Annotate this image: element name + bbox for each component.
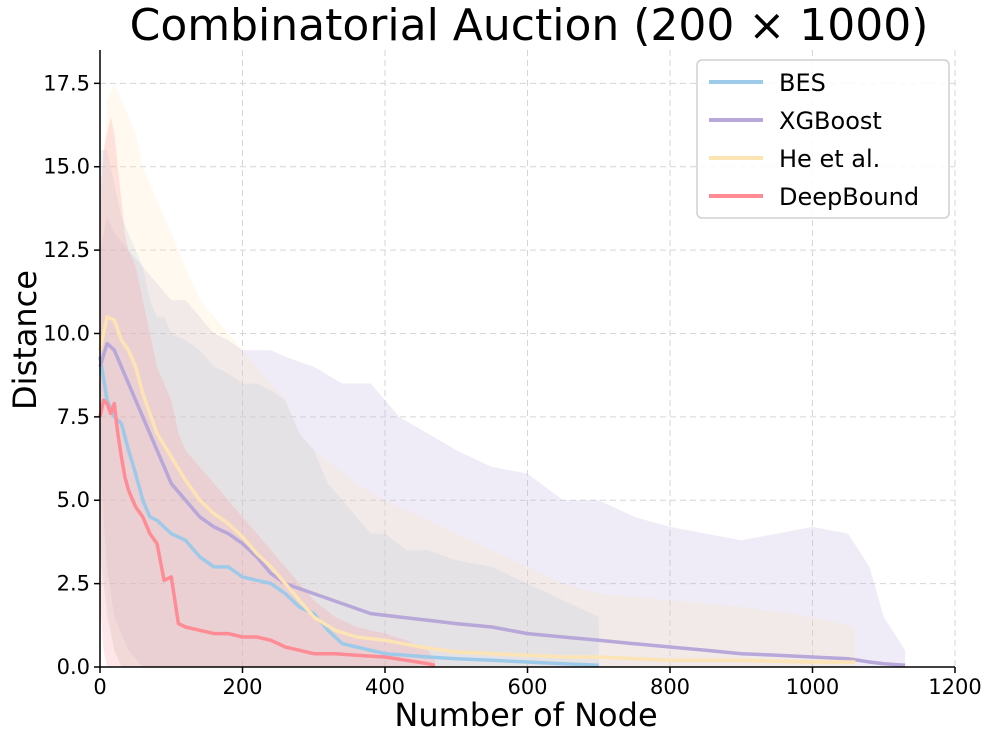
y-tick-label: 17.5 — [43, 71, 90, 95]
x-tick-label: 600 — [507, 675, 547, 699]
band-deepbound — [100, 116, 435, 667]
line-xgboost — [98, 341, 906, 668]
y-tick-label: 7.5 — [57, 405, 90, 429]
y-tick-label: 0.0 — [57, 655, 90, 679]
series-lines — [98, 315, 906, 668]
legend: BES XGBoost He et al. DeepBound — [696, 59, 950, 219]
axes: 0 200 400 600 800 1000 1200 0.0 2.5 5.0 7.5 10.0 12.… — [43, 50, 982, 699]
line-bes — [98, 356, 599, 668]
band-xgboost — [100, 216, 906, 668]
legend-label: He et al. — [779, 145, 880, 173]
y-tick-label: 5.0 — [57, 488, 90, 512]
error-bands — [100, 83, 906, 668]
x-tick-label: 400 — [365, 675, 405, 699]
line-he-et-al- — [98, 315, 856, 664]
x-tick-label: 0 — [93, 675, 106, 699]
x-tick-label: 200 — [222, 675, 262, 699]
legend-label: XGBoost — [779, 107, 882, 135]
y-tick-label: 15.0 — [43, 155, 90, 179]
y-tick-label: 10.0 — [43, 321, 90, 345]
legend-label: BES — [779, 69, 826, 97]
x-tick-label: 1000 — [786, 675, 839, 699]
y-axis-label: Distance — [6, 270, 44, 410]
line-deepbound — [98, 398, 436, 668]
x-tick-label: 1200 — [928, 675, 981, 699]
y-tick-label: 12.5 — [43, 238, 90, 262]
band-he-et-al- — [100, 83, 856, 667]
band-bes — [100, 150, 599, 668]
chart-title: Combinatorial Auction (200 × 1000) — [130, 0, 929, 51]
legend-label: DeepBound — [779, 183, 919, 211]
legend-box — [696, 59, 950, 219]
x-axis-label: Number of Node — [394, 696, 657, 734]
x-tick-label: 800 — [650, 675, 690, 699]
y-tick-label: 2.5 — [57, 572, 90, 596]
